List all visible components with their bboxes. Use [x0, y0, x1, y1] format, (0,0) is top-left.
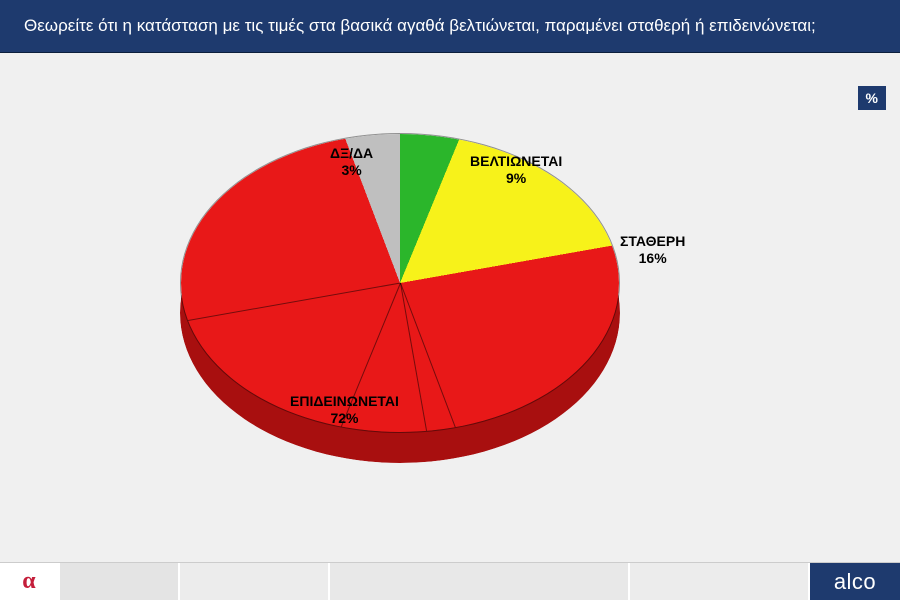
slice-pct-text: 72%: [330, 410, 358, 426]
question-header: Θεωρείτε ότι η κατάσταση με τις τιμές στ…: [0, 0, 900, 53]
footer-bar: α alco: [0, 562, 900, 600]
slice-label-text: ΕΠΙΔΕΙΝΩΝΕΤΑΙ: [290, 393, 399, 409]
slice-pct-text: 9%: [506, 170, 526, 186]
slice-label-text: ΔΞ/ΔΑ: [330, 145, 373, 161]
pollster-logo-text: alco: [834, 569, 876, 595]
broadcaster-logo: α: [0, 563, 60, 600]
footer-cell: [630, 563, 810, 600]
slice-label-text: ΒΕΛΤΙΩΝΕΤΑΙ: [470, 153, 562, 169]
footer-cell: [180, 563, 330, 600]
slice-label-worsens: ΕΠΙΔΕΙΝΩΝΕΤΑΙ 72%: [290, 393, 399, 428]
chart-area: ΒΕΛΤΙΩΝΕΤΑΙ 9% ΣΤΑΘΕΡΗ 16% ΕΠΙΔΕΙΝΩΝΕΤΑΙ…: [0, 53, 900, 533]
pollster-logo: alco: [810, 563, 900, 600]
slice-label-text: ΣΤΑΘΕΡΗ: [620, 233, 685, 249]
alpha-glyph: α: [22, 568, 35, 595]
slice-label-dkna: ΔΞ/ΔΑ 3%: [330, 145, 373, 180]
slice-pct-text: 3%: [341, 162, 361, 178]
slice-pct-text: 16%: [639, 250, 667, 266]
slice-label-stable: ΣΤΑΘΕΡΗ 16%: [620, 233, 685, 268]
footer-cell: [330, 563, 630, 600]
slice-label-improves: ΒΕΛΤΙΩΝΕΤΑΙ 9%: [470, 153, 562, 188]
question-text: Θεωρείτε ότι η κατάσταση με τις τιμές στ…: [24, 16, 816, 35]
footer-cell: [60, 563, 180, 600]
